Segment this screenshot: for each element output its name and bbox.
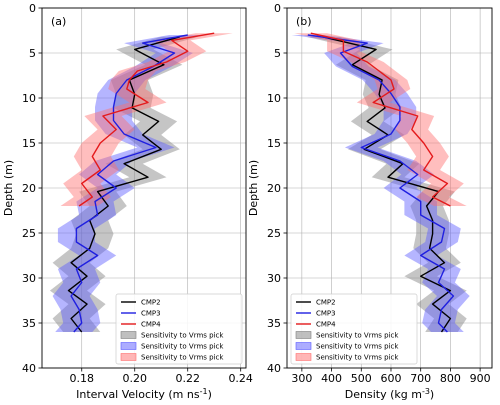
legend-label: Sensitivity to Vrms pick bbox=[141, 343, 224, 351]
y-tick-label: 40 bbox=[22, 362, 36, 375]
x-axis-label: Interval Velocity (m ns-1) bbox=[76, 387, 212, 401]
x-tick-label: 0.22 bbox=[175, 372, 200, 385]
legend-label: CMP4 bbox=[141, 321, 161, 329]
x-tick-label: 900 bbox=[470, 372, 491, 385]
legend-label: CMP3 bbox=[141, 310, 161, 318]
legend-band-swatch bbox=[120, 342, 137, 350]
series-group bbox=[291, 32, 470, 333]
y-tick-label: 20 bbox=[267, 182, 281, 195]
x-tick-label: 800 bbox=[440, 372, 461, 385]
legend-label: Sensitivity to Vrms pick bbox=[316, 343, 399, 351]
x-axis-label-end: ) bbox=[208, 388, 212, 401]
legend-band-swatch bbox=[295, 353, 312, 361]
legend-box bbox=[290, 293, 418, 365]
y-tick-label: 35 bbox=[267, 317, 281, 330]
panel-label: (b) bbox=[296, 15, 312, 28]
series-line-cmp3 bbox=[307, 34, 455, 333]
y-tick-label: 0 bbox=[29, 2, 36, 15]
y-tick-label: 30 bbox=[22, 272, 36, 285]
legend: CMP2 CMP3 CMP4 Sensitivity to Vrms pick Sens… bbox=[115, 293, 243, 365]
y-tick-label: 15 bbox=[22, 137, 36, 150]
x-tick-label: 300 bbox=[291, 372, 312, 385]
y-tick-label: 5 bbox=[274, 47, 281, 60]
x-axis-label-main: Density (kg m bbox=[345, 388, 422, 401]
y-tick-label: 10 bbox=[22, 92, 36, 105]
legend-label: Sensitivity to Vrms pick bbox=[316, 354, 399, 362]
x-tick-label: 0.20 bbox=[122, 372, 147, 385]
sensitivity-band-cmp4 bbox=[60, 33, 233, 207]
legend: CMP2 CMP3 CMP4 Sensitivity to Vrms pick Sens… bbox=[290, 293, 418, 365]
legend-label: CMP2 bbox=[316, 299, 336, 307]
legend-label: CMP2 bbox=[141, 299, 161, 307]
x-tick-label: 600 bbox=[380, 372, 401, 385]
x-tick-label: 400 bbox=[321, 372, 342, 385]
x-axis-label-sup: -3 bbox=[422, 387, 430, 396]
x-axis-label-main: Interval Velocity (m ns bbox=[76, 388, 200, 401]
legend-band-swatch bbox=[295, 331, 312, 339]
series-line-cmp4 bbox=[78, 32, 215, 207]
x-axis-label-sup: -1 bbox=[200, 387, 208, 396]
y-tick-label: 25 bbox=[267, 227, 281, 240]
y-tick-label: 25 bbox=[22, 227, 36, 240]
y-tick-label: 20 bbox=[22, 182, 36, 195]
panel-label: (a) bbox=[51, 15, 66, 28]
x-tick-label: 0.24 bbox=[228, 372, 253, 385]
panel-b-density: 300 400 500 600 700 800 900 0 5 10 15 20 25 30 35 40 (b)… bbox=[247, 2, 493, 401]
legend-label: Sensitivity to Vrms pick bbox=[316, 332, 399, 340]
sensitivity-band-cmp3 bbox=[52, 35, 207, 332]
y-tick-label: 40 bbox=[267, 362, 281, 375]
series-line-cmp4 bbox=[310, 32, 451, 207]
sensitivity-band-cmp4 bbox=[294, 33, 467, 207]
legend-label: Sensitivity to Vrms pick bbox=[141, 354, 224, 362]
legend-band-swatch bbox=[120, 331, 137, 339]
y-axis-label: Depth (m) bbox=[247, 160, 260, 216]
x-axis-label-end: ) bbox=[430, 388, 434, 401]
y-tick-label: 35 bbox=[22, 317, 36, 330]
series-line-cmp2 bbox=[67, 36, 180, 333]
legend-label: Sensitivity to Vrms pick bbox=[141, 332, 224, 340]
y-tick-label: 30 bbox=[267, 272, 281, 285]
x-tick-label: 0.18 bbox=[69, 372, 94, 385]
legend-label: CMP3 bbox=[316, 310, 336, 318]
x-tick-label: 700 bbox=[410, 372, 431, 385]
legend-band-swatch bbox=[120, 353, 137, 361]
y-tick-label: 0 bbox=[274, 2, 281, 15]
x-axis-label: Density (kg m-3) bbox=[345, 387, 434, 401]
series-group bbox=[49, 32, 233, 333]
y-tick-label: 10 bbox=[267, 92, 281, 105]
panel-a-velocity: 0.18 0.20 0.22 0.24 0 5 10 15 20 25 30 35 40 (a) Inter… bbox=[2, 2, 253, 401]
series-line-cmp2 bbox=[322, 36, 452, 333]
y-tick-label: 5 bbox=[29, 47, 36, 60]
y-tick-label: 15 bbox=[267, 137, 281, 150]
legend-label: CMP4 bbox=[316, 321, 336, 329]
legend-band-swatch bbox=[295, 342, 312, 350]
x-tick-label: 500 bbox=[351, 372, 372, 385]
legend-box bbox=[115, 293, 243, 365]
y-axis-label: Depth (m) bbox=[2, 160, 15, 216]
